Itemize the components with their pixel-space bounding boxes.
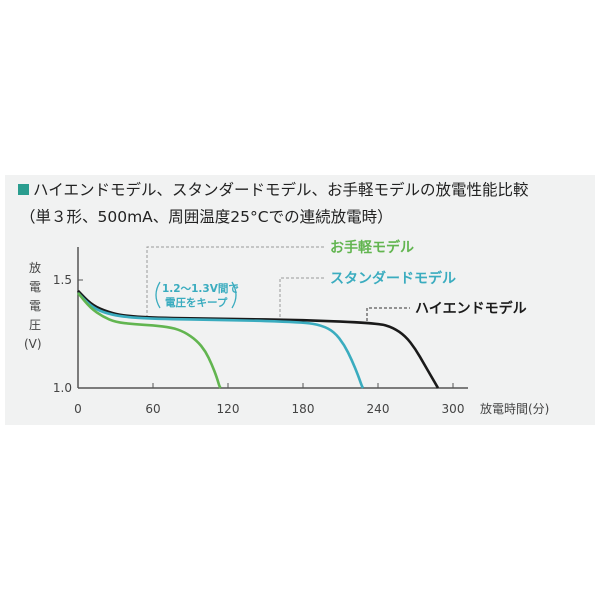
series-lines: [76, 289, 440, 389]
chart-subtitle: （単３形、500mA、周囲温度25°Cでの連続放電時）: [20, 208, 393, 226]
x-tick-label: 240: [367, 402, 390, 416]
series-line: [77, 289, 440, 389]
y-tick-label: 1.0: [53, 381, 72, 395]
y-label-char: 圧: [29, 318, 41, 332]
series-label: ハイエンドモデル: [415, 300, 527, 317]
leader-line: [279, 277, 325, 317]
x-tick-label: 120: [217, 402, 240, 416]
leader-lines: [146, 246, 410, 321]
axes: [77, 247, 468, 389]
series-label: スタンダードモデル: [330, 270, 456, 287]
annotation-left-paren: [155, 281, 161, 309]
annotation-right-paren: [231, 281, 237, 309]
x-tick-label: 0: [74, 402, 82, 416]
y-label-char: (V): [24, 337, 42, 351]
y-label-char: 電: [29, 280, 41, 294]
series-label: お手軽モデル: [330, 239, 414, 256]
x-tick-label: 60: [145, 402, 160, 416]
leader-line: [366, 307, 410, 321]
series-line: [77, 292, 365, 389]
y-tick-label: 1.5: [53, 273, 72, 287]
x-axis-label: 放電時間(分): [480, 401, 549, 416]
ticks: 0 60 120 180 240 300 1.0 1.5: [53, 273, 465, 416]
y-label-char: 放: [29, 260, 41, 275]
annotation-line-1: 1.2〜1.3V間で: [162, 283, 239, 295]
title-square-icon: [18, 184, 29, 195]
x-tick-label: 180: [292, 402, 315, 416]
chart-panel: [5, 175, 595, 425]
chart-title: ハイエンドモデル、スタンダードモデル、お手軽モデルの放電性能比較: [33, 180, 529, 199]
annotation-line-2: 電圧をキープ: [165, 296, 228, 309]
leader-line: [146, 246, 325, 318]
x-tick-label: 300: [442, 402, 465, 416]
series-line: [76, 292, 222, 389]
y-label-char: 電: [29, 299, 41, 313]
annotation: 1.2〜1.3V間で 電圧をキープ: [155, 281, 239, 309]
